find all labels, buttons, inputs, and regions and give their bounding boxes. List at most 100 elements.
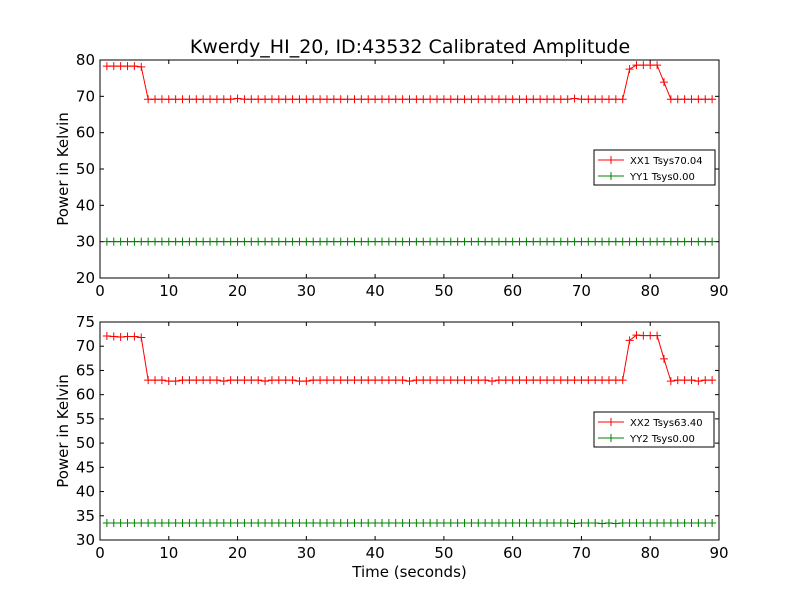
y-tick-label: 70 bbox=[76, 87, 95, 105]
data-point bbox=[529, 519, 538, 528]
data-point bbox=[398, 519, 407, 528]
data-point bbox=[364, 95, 373, 104]
data-point bbox=[137, 333, 146, 342]
data-point bbox=[687, 519, 696, 528]
data-point bbox=[522, 519, 531, 528]
data-point bbox=[212, 519, 221, 528]
x-tick-label: 60 bbox=[503, 282, 522, 300]
data-point bbox=[439, 237, 448, 246]
data-point bbox=[529, 376, 538, 385]
data-point bbox=[226, 519, 235, 528]
data-point bbox=[604, 95, 613, 104]
data-point bbox=[598, 519, 607, 528]
data-point bbox=[391, 376, 400, 385]
data-point bbox=[405, 95, 414, 104]
data-point bbox=[391, 95, 400, 104]
data-point bbox=[701, 376, 710, 385]
data-point bbox=[536, 376, 545, 385]
data-point bbox=[412, 519, 421, 528]
data-point bbox=[384, 376, 393, 385]
data-point bbox=[322, 376, 331, 385]
data-point bbox=[680, 95, 689, 104]
data-point bbox=[646, 331, 655, 340]
data-point bbox=[274, 519, 283, 528]
data-point bbox=[261, 95, 270, 104]
data-point bbox=[254, 519, 263, 528]
data-point bbox=[460, 519, 469, 528]
data-point bbox=[157, 95, 166, 104]
data-point bbox=[240, 237, 249, 246]
data-point bbox=[659, 354, 668, 363]
data-point bbox=[653, 519, 662, 528]
data-point bbox=[604, 519, 613, 528]
data-point bbox=[364, 237, 373, 246]
data-point bbox=[343, 519, 352, 528]
data-point bbox=[515, 376, 524, 385]
data-point bbox=[632, 331, 641, 340]
subplot-2: 0 10 20 30 40 50 60 70 80 90 30 35 40 45 50 55 60 65 70 75 P… bbox=[54, 313, 729, 581]
x-tick-label: 0 bbox=[95, 282, 105, 300]
data-point bbox=[377, 95, 386, 104]
data-point bbox=[116, 333, 125, 342]
data-point bbox=[611, 95, 620, 104]
data-point bbox=[109, 62, 118, 71]
data-point bbox=[591, 376, 600, 385]
y-tick-label: 75 bbox=[76, 313, 95, 331]
data-point bbox=[137, 62, 146, 71]
data-point bbox=[694, 237, 703, 246]
series-1 bbox=[102, 331, 717, 386]
data-point bbox=[529, 95, 538, 104]
x-tick-label: 40 bbox=[366, 282, 385, 300]
data-point bbox=[433, 95, 442, 104]
data-point bbox=[171, 519, 180, 528]
data-point bbox=[591, 519, 600, 528]
data-point bbox=[549, 519, 558, 528]
data-point bbox=[426, 237, 435, 246]
data-point bbox=[274, 376, 283, 385]
data-point bbox=[178, 95, 187, 104]
data-point bbox=[130, 62, 139, 71]
data-point bbox=[157, 376, 166, 385]
data-point bbox=[391, 237, 400, 246]
data-point bbox=[144, 237, 153, 246]
data-point bbox=[549, 95, 558, 104]
data-point bbox=[102, 519, 111, 528]
legend-swatch-marker bbox=[607, 434, 615, 442]
data-point bbox=[446, 95, 455, 104]
y-tick-label: 70 bbox=[76, 337, 95, 355]
data-point bbox=[267, 376, 276, 385]
data-point bbox=[694, 519, 703, 528]
data-point bbox=[309, 376, 318, 385]
data-point bbox=[123, 519, 132, 528]
data-point bbox=[398, 95, 407, 104]
data-point bbox=[302, 95, 311, 104]
x-tick-label: 30 bbox=[297, 282, 316, 300]
legend-swatch-marker bbox=[607, 172, 615, 180]
data-point bbox=[357, 519, 366, 528]
data-point bbox=[687, 95, 696, 104]
data-point bbox=[295, 519, 304, 528]
data-point bbox=[508, 95, 517, 104]
data-point bbox=[439, 95, 448, 104]
data-point bbox=[446, 519, 455, 528]
data-point bbox=[653, 237, 662, 246]
data-point bbox=[247, 237, 256, 246]
legend-box bbox=[593, 411, 715, 448]
data-point bbox=[556, 376, 565, 385]
y-tick-label: 35 bbox=[76, 507, 95, 525]
data-point bbox=[281, 376, 290, 385]
data-point bbox=[219, 95, 228, 104]
data-point bbox=[151, 376, 160, 385]
data-point bbox=[570, 376, 579, 385]
data-point bbox=[570, 237, 579, 246]
data-point bbox=[453, 376, 462, 385]
legend-label: YY2 Tsys0.00 bbox=[629, 434, 695, 445]
data-point bbox=[384, 237, 393, 246]
data-point bbox=[357, 376, 366, 385]
data-point bbox=[501, 376, 510, 385]
x-tick-label: 0 bbox=[95, 544, 105, 562]
y-tick-label: 65 bbox=[76, 361, 95, 379]
data-point bbox=[164, 237, 173, 246]
y-axis-label: Power in Kelvin bbox=[54, 112, 72, 226]
data-point bbox=[666, 377, 675, 386]
